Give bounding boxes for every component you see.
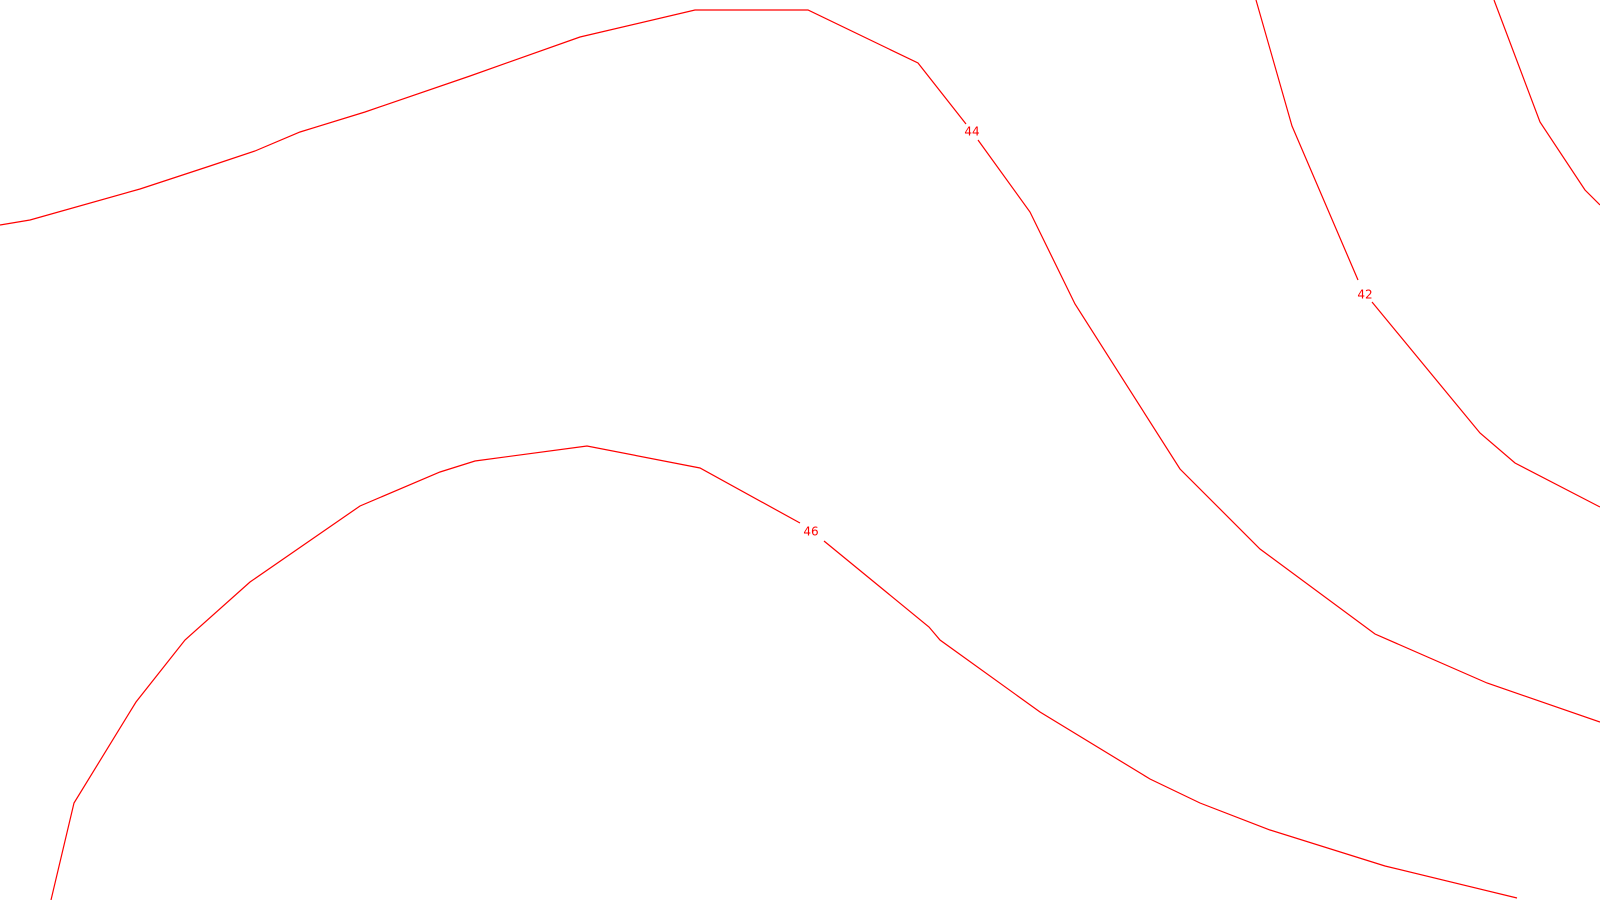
contour-label-44: 44	[964, 125, 979, 139]
contour-line-46	[823, 540, 1518, 899]
contour-line-upper-right	[1493, 0, 1600, 206]
contour-line-42	[1255, 0, 1359, 281]
contour-line-44	[977, 139, 1600, 723]
contour-line-42	[1371, 301, 1600, 508]
contour-line-44	[0, 9, 967, 226]
contour-line-46	[50, 445, 801, 900]
contour-label-42: 42	[1357, 288, 1372, 302]
contour-label-46: 46	[803, 525, 818, 539]
